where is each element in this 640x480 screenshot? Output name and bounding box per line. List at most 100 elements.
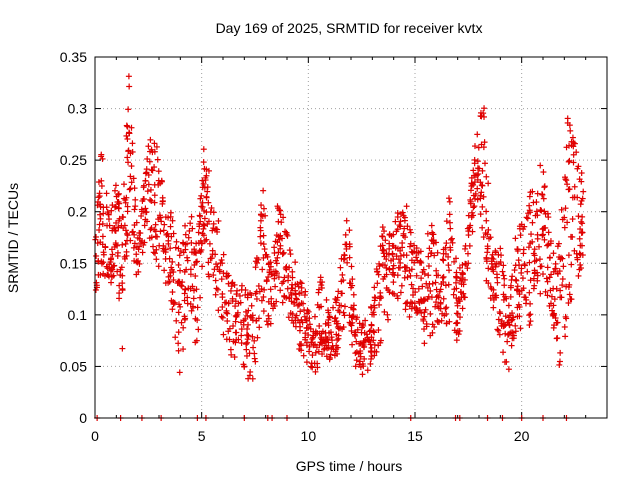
data-point: [92, 286, 99, 293]
data-point: [144, 155, 151, 162]
data-point: [395, 256, 402, 263]
data-point: [440, 273, 447, 280]
data-point: [459, 305, 466, 312]
data-point: [243, 341, 250, 348]
data-point: [112, 182, 119, 189]
data-point: [367, 360, 374, 367]
data-point: [574, 254, 581, 261]
data-point: [283, 294, 290, 301]
data-point: [275, 249, 282, 256]
data-point: [244, 325, 251, 332]
data-point: [268, 300, 275, 307]
data-point: [376, 260, 383, 267]
data-point: [438, 317, 445, 324]
data-point: [166, 255, 173, 262]
data-point: [282, 265, 289, 272]
data-point: [260, 232, 267, 239]
data-point: [386, 245, 393, 252]
data-point: [252, 358, 259, 365]
data-point: [528, 231, 535, 238]
data-point: [453, 337, 460, 344]
data-point: [277, 245, 284, 252]
data-point: [277, 287, 284, 294]
data-point: [284, 232, 291, 239]
data-point: [227, 287, 234, 294]
data-point: [341, 312, 348, 319]
data-point: [440, 279, 447, 286]
data-point: [106, 222, 113, 229]
x-tick-label: 20: [514, 428, 530, 444]
data-point: [228, 283, 235, 290]
data-point: [525, 244, 532, 251]
data-point: [212, 251, 219, 258]
data-point: [550, 250, 557, 257]
y-tick-label: 0.15: [60, 255, 87, 271]
data-point: [167, 209, 174, 216]
data-point: [143, 208, 150, 215]
data-point: [344, 259, 351, 266]
data-point: [272, 268, 279, 275]
data-point: [332, 314, 339, 321]
data-point: [413, 254, 420, 261]
data-point: [326, 354, 333, 361]
data-point: [293, 312, 300, 319]
data-point: [412, 289, 419, 296]
data-point: [348, 322, 355, 329]
y-tick-label: 0.25: [60, 152, 87, 168]
data-point: [219, 304, 226, 311]
data-point: [173, 317, 180, 324]
data-point: [108, 279, 115, 286]
data-point: [243, 352, 250, 359]
data-point: [253, 317, 260, 324]
data-point: [244, 331, 251, 338]
data-point: [237, 299, 244, 306]
data-point: [98, 151, 105, 158]
data-point: [562, 333, 569, 340]
data-point: [514, 313, 521, 320]
data-point: [381, 273, 388, 280]
data-point: [577, 201, 584, 208]
data-point: [198, 203, 205, 210]
data-point: [387, 257, 394, 264]
data-point: [274, 254, 281, 261]
x-tick-label: 0: [91, 428, 99, 444]
data-point: [547, 238, 554, 245]
data-point: [169, 258, 176, 265]
data-point: [93, 233, 100, 240]
data-point: [434, 318, 441, 325]
data-point: [534, 269, 541, 276]
data-point: [213, 285, 220, 292]
data-point: [150, 243, 157, 250]
data-point: [578, 170, 585, 177]
data-point: [235, 336, 242, 343]
data-point: [185, 234, 192, 241]
data-point: [132, 203, 139, 210]
data-point: [378, 294, 385, 301]
data-point: [178, 282, 185, 289]
data-point: [339, 271, 346, 278]
y-tick-label: 0.35: [60, 49, 87, 65]
data-point: [487, 283, 494, 290]
data-point: [577, 226, 584, 233]
data-point: [180, 324, 187, 331]
data-point: [556, 358, 563, 365]
data-point: [198, 192, 205, 199]
data-point: [483, 208, 490, 215]
data-point: [356, 340, 363, 347]
data-point: [155, 168, 162, 175]
data-point: [129, 228, 136, 235]
data-point: [201, 165, 208, 172]
data-point: [245, 307, 252, 314]
data-point: [418, 275, 425, 282]
data-point: [550, 302, 557, 309]
data-point: [370, 337, 377, 344]
data-point: [125, 73, 132, 80]
data-point: [509, 310, 516, 317]
data-point: [348, 327, 355, 334]
data-point: [397, 289, 404, 296]
data-point: [238, 326, 245, 333]
data-point: [318, 284, 325, 291]
data-point: [544, 242, 551, 249]
data-point: [186, 227, 193, 234]
data-point: [96, 227, 103, 234]
